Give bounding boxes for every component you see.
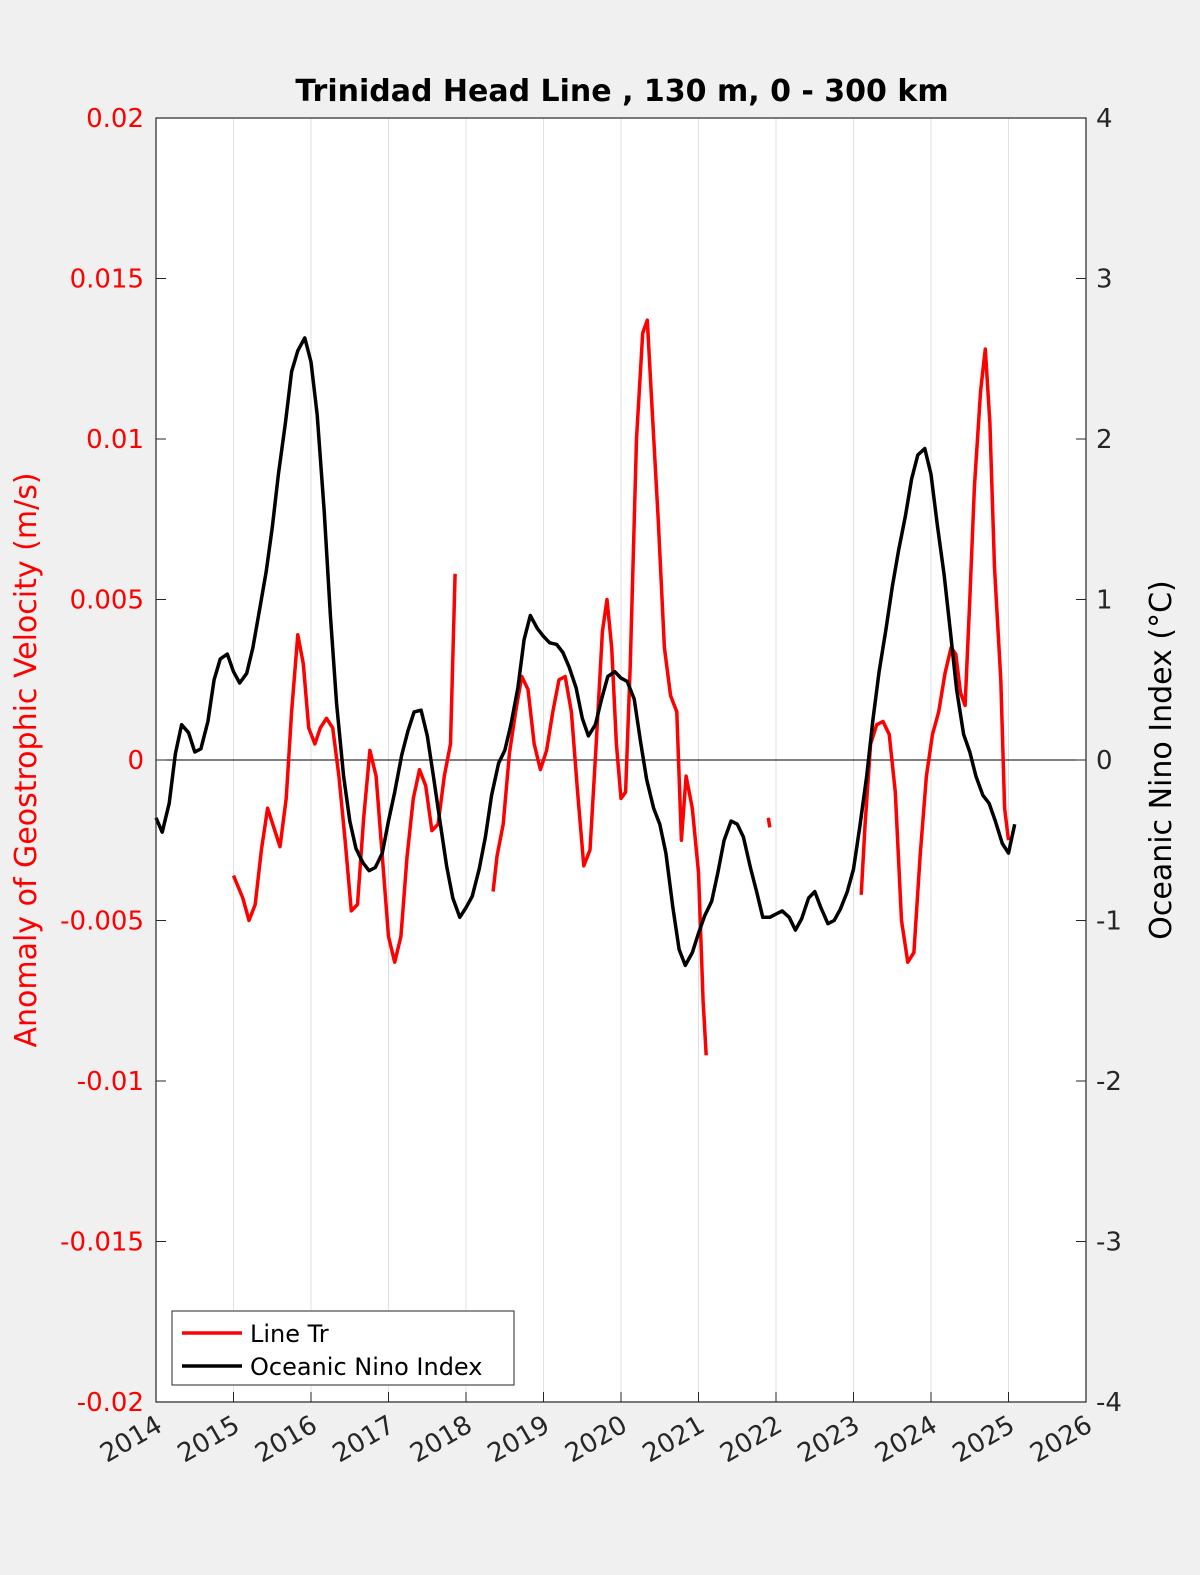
legend: Line Tr Oceanic Nino Index [171,1310,515,1386]
legend-box [171,1310,515,1386]
y-right-tick-label: -3 [1096,1228,1122,1258]
chart-title: Trinidad Head Line , 130 m, 0 - 300 km [295,74,948,109]
y-left-tick-label: 0.005 [70,586,144,616]
y-axis-left-title: Anomaly of Geostrophic Velocity (m/s) [9,472,44,1047]
y-axis-right-title: Oceanic Nino Index (°C) [1144,580,1179,940]
y-right-tick-label: 2 [1096,425,1113,455]
y-left-tick-label: -0.02 [77,1388,144,1418]
series-oni-segment [154,336,1017,968]
y-right-tick-label: 4 [1096,104,1113,134]
series-line-tr-segment [231,573,457,964]
y-ticks-right: -4 -3 -2 -1 0 1 2 3 4 [1076,104,1122,1418]
y-right-tick-label: 1 [1096,586,1113,616]
series-line-tr-segment [859,347,1011,964]
y-left-tick-label: -0.01 [77,1067,144,1097]
y-left-tick-label: -0.005 [60,907,144,937]
legend-label-line-tr: Line Tr [250,1320,329,1348]
y-left-tick-label: 0 [127,746,144,776]
y-left-tick-label: 0.01 [86,425,144,455]
y-left-tick-label: 0.02 [86,104,144,134]
series-line-tr-segment [766,817,772,828]
series-group [154,318,1017,1056]
y-right-tick-label: 0 [1096,746,1113,776]
y-left-tick-label: -0.015 [60,1228,144,1258]
y-right-tick-label: 3 [1096,265,1113,295]
series-line-tr-segment [491,318,708,1056]
y-left-tick-label: 0.015 [70,265,144,295]
y-right-tick-label: -2 [1096,1067,1122,1097]
y-right-tick-label: -4 [1096,1388,1122,1418]
y-right-tick-label: -1 [1096,907,1122,937]
legend-label-oni: Oceanic Nino Index [250,1353,482,1381]
y-ticks-left: -0.02 -0.015 -0.01 -0.005 0 0.005 0.01 0.015 0.0… [60,104,166,1418]
